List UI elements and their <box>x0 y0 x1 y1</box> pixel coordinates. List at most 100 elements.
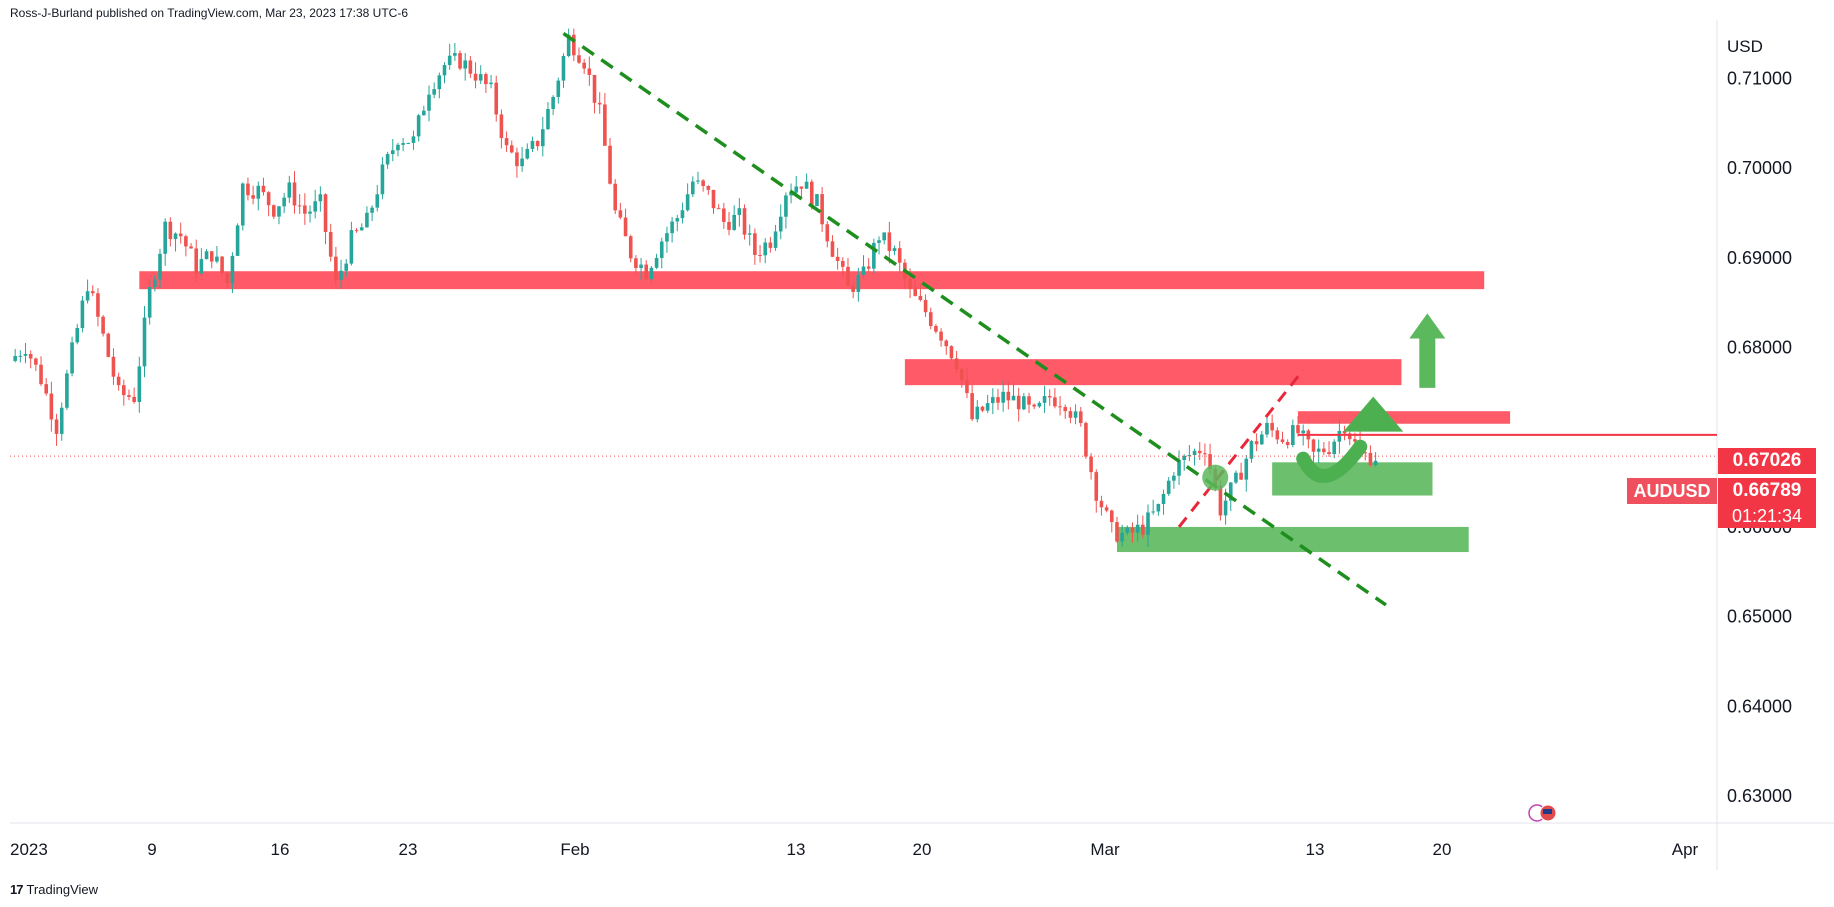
x-tick-label: Apr <box>1672 840 1699 859</box>
candle-body <box>913 288 918 296</box>
candle-body <box>349 230 354 264</box>
candle-body <box>65 373 69 408</box>
candle-body <box>722 208 726 222</box>
candle-body <box>127 395 131 397</box>
candle-body <box>137 366 142 403</box>
candle-body <box>1125 527 1130 533</box>
candle-body <box>768 242 773 248</box>
currency-label: USD <box>1727 37 1763 56</box>
annotations-layer <box>1177 313 1446 528</box>
candle-body <box>432 89 436 95</box>
candle-body <box>225 273 230 284</box>
resistance-zone[interactable] <box>1298 411 1511 424</box>
downtrend-line[interactable] <box>562 32 1387 607</box>
curved-arrow[interactable] <box>1296 439 1368 483</box>
candle-body <box>866 266 871 269</box>
time-axis[interactable]: 2023 9 16 23 Feb 13 20 Mar 13 20 Apr <box>10 840 1699 859</box>
x-tick-label: 2023 <box>10 840 48 859</box>
candle-body <box>1109 510 1114 523</box>
flag-icon[interactable] <box>1528 804 1557 822</box>
candle-body <box>742 208 747 235</box>
candle-body <box>163 221 167 254</box>
candle-body <box>809 181 814 206</box>
candle-body <box>230 255 235 284</box>
candle-body <box>194 248 199 274</box>
candle-body <box>1228 482 1233 501</box>
candle-body <box>277 206 281 217</box>
candle-body <box>815 194 819 206</box>
curved-arrow-head[interactable] <box>1343 396 1404 432</box>
up-arrow-head[interactable] <box>1409 313 1446 339</box>
breakout-line[interactable] <box>1177 368 1305 528</box>
candle-body <box>1027 396 1031 405</box>
candle-body <box>670 221 674 234</box>
x-tick-label: 13 <box>1306 840 1325 859</box>
candle-body <box>789 192 793 196</box>
candle-body <box>872 242 876 269</box>
candle-body <box>178 233 183 237</box>
x-tick-label: 20 <box>913 840 932 859</box>
candle-body <box>1166 480 1171 494</box>
candle-body <box>820 194 824 225</box>
candle-body <box>235 225 240 256</box>
y-tick-label: 0.69000 <box>1727 248 1792 268</box>
candle-body <box>696 180 700 182</box>
candle-body <box>116 376 121 386</box>
candle-body <box>313 201 317 212</box>
candle-body <box>737 208 742 215</box>
candle-body <box>1042 395 1047 403</box>
candle-body <box>375 194 380 208</box>
tradingview-footer[interactable]: 17 TradingView <box>10 882 98 897</box>
support-zone[interactable] <box>1272 462 1433 496</box>
candle-body <box>665 233 669 242</box>
resistance-zone[interactable] <box>139 271 1485 290</box>
candle-body <box>965 380 969 394</box>
candle-body <box>980 406 985 411</box>
candle-body <box>158 253 162 280</box>
candle-body <box>934 326 938 332</box>
candle-body <box>44 384 49 394</box>
candle-body <box>396 144 400 151</box>
candle-body <box>1016 395 1021 410</box>
candle-body <box>1156 503 1161 512</box>
candle-body <box>106 333 111 357</box>
candle-body <box>1280 439 1285 443</box>
candle-body <box>75 328 80 343</box>
candle-body <box>246 183 250 196</box>
candle-body <box>732 214 736 230</box>
candle-body <box>34 358 38 365</box>
candle-body <box>991 397 995 404</box>
candle-body <box>1368 452 1373 466</box>
candle-body <box>685 194 690 211</box>
candle-body <box>1342 430 1347 434</box>
y-tick-label: 0.71000 <box>1727 68 1792 88</box>
candle-body <box>1011 395 1016 401</box>
candle-body <box>908 278 912 289</box>
candle-body <box>173 233 178 240</box>
candle-body <box>256 185 261 199</box>
candle-body <box>297 205 302 207</box>
candle-body <box>132 396 136 403</box>
candle-body <box>758 254 762 256</box>
candle-body <box>623 217 628 237</box>
candle-body <box>1120 532 1124 542</box>
candle-body <box>618 210 623 218</box>
up-arrow-shaft[interactable] <box>1419 338 1436 388</box>
x-tick-label: Feb <box>560 840 589 859</box>
candle-body <box>1089 456 1093 473</box>
resistance-zone[interactable] <box>904 359 1402 386</box>
candle-body <box>985 403 990 411</box>
candle-body <box>380 164 385 195</box>
candle-body <box>654 257 659 268</box>
candle-body <box>877 240 881 243</box>
candle-body <box>344 263 349 271</box>
retest-marker[interactable] <box>1202 464 1229 491</box>
candle-body <box>546 108 550 130</box>
candle-body <box>1244 458 1249 480</box>
price-axis[interactable]: 0.710000.700000.690000.680000.660000.650… <box>1727 68 1792 806</box>
candle-body <box>928 312 933 327</box>
candle-body <box>416 115 421 137</box>
candle-body <box>1135 524 1140 533</box>
candle-body <box>1270 422 1274 431</box>
